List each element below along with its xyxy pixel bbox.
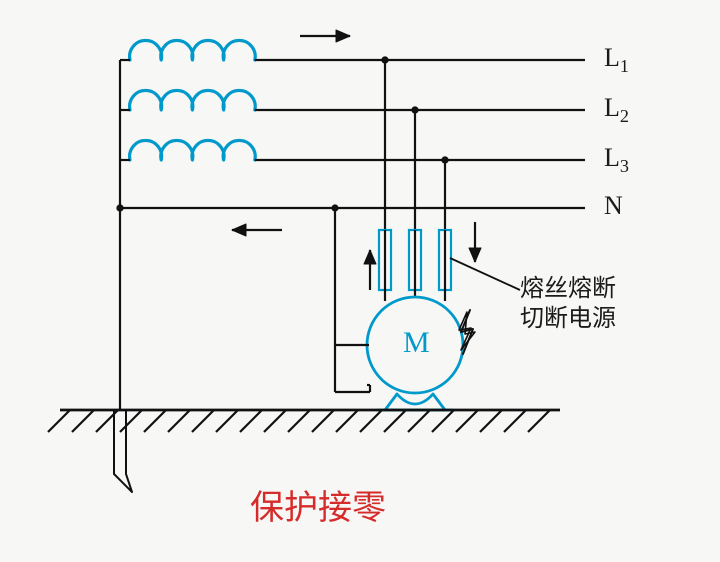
label-L2: L2 (604, 93, 629, 127)
title-text: 保护接零 (250, 480, 386, 529)
label-L3: L3 (604, 143, 629, 177)
annotation-line2: 切断电源 (520, 298, 616, 333)
motor-label: M (403, 326, 430, 360)
label-L1: L1 (604, 43, 629, 77)
label-N: N (604, 191, 623, 221)
